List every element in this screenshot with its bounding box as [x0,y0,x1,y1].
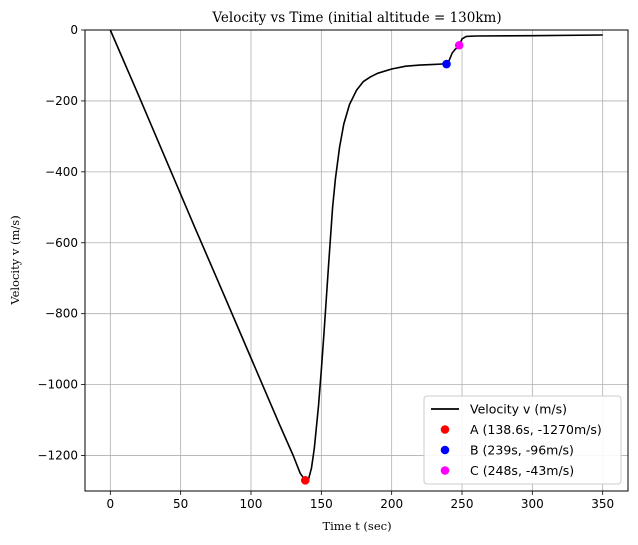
series-line-velocity [109,29,603,482]
y-tick-label: −800 [45,307,78,321]
grid [85,29,628,491]
legend-label: C (248s, -43m/s) [470,463,574,478]
series-layer [109,29,603,482]
point-c-marker [454,40,464,50]
x-tick-label: 300 [521,497,544,511]
x-axis-label: Time t (sec) [322,519,391,533]
legend-swatch [440,466,450,475]
y-tick-label: 0 [70,23,78,37]
legend-item-point-b: B (239s, -96m/s) [440,443,574,458]
y-axis-ticks: −1200 −1000 −800 −600 −400 −200 0 [37,23,85,463]
legend-box [423,395,622,485]
x-tick-label: 200 [380,497,403,511]
points-layer [300,40,464,485]
legend-label: A (138.6s, -1270m/s) [470,422,602,437]
x-tick-label: 100 [240,497,263,511]
legend-label: B (239s, -96m/s) [470,443,574,458]
x-tick-label: 0 [107,497,115,511]
legend-label: Velocity v (m/s) [470,402,567,417]
point-a-marker [300,476,310,485]
point-b-marker [442,59,451,69]
plot-frame [84,29,629,492]
y-tick-label: −400 [45,165,78,179]
x-tick-label: 150 [310,497,333,511]
legend: Velocity v (m/s) A (138.6s, -1270m/s) B (2… [423,395,622,485]
x-tick-label: 50 [173,497,188,511]
x-tick-label: 350 [591,497,614,511]
y-tick-label: −1000 [37,378,78,392]
y-axis-label: Velocity v (m/s) [8,215,22,305]
chart-title: Velocity vs Time (initial altitude = 130… [211,10,501,26]
legend-item-point-a: A (138.6s, -1270m/s) [440,422,602,437]
legend-swatch [440,425,450,434]
legend-item-velocity: Velocity v (m/s) [431,402,567,417]
x-tick-label: 250 [451,497,474,511]
y-tick-label: −600 [45,236,78,250]
legend-swatch [440,445,450,455]
y-tick-label: −1200 [37,449,78,463]
x-axis-ticks: 0 50 100 150 200 250 300 350 [107,491,614,511]
y-tick-label: −200 [45,94,78,108]
legend-item-point-c: C (248s, -43m/s) [440,463,574,478]
